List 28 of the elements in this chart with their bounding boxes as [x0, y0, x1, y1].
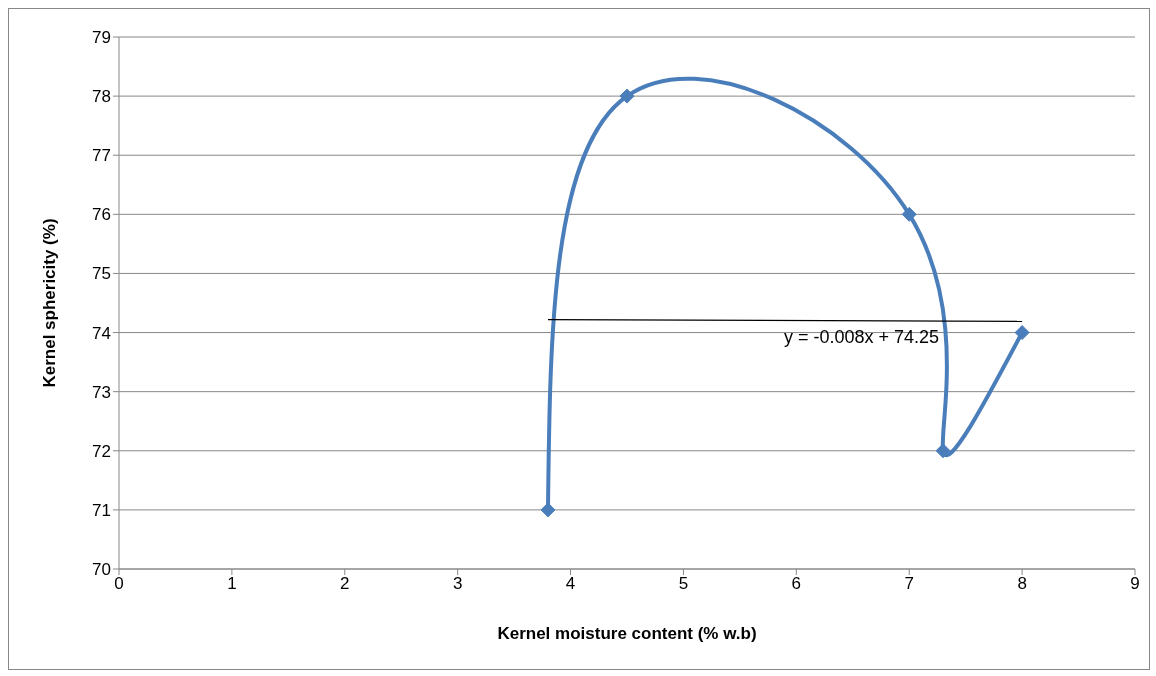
x-tick-label: 7: [904, 574, 914, 594]
x-axis-title: Kernel moisture content (% w.b): [497, 624, 757, 643]
x-tick-label: 8: [1017, 574, 1027, 594]
point: [1014, 325, 1030, 341]
x-tick-label: 6: [791, 574, 802, 594]
point: [935, 443, 951, 459]
y-tick-label: 72: [92, 441, 111, 461]
x-tick-label: 1: [227, 574, 237, 594]
y-tick-label: 75: [92, 264, 111, 284]
point: [619, 88, 635, 104]
y-axis-title: Kernel sphericity (%): [40, 218, 60, 388]
y-tick-label: 74: [92, 323, 111, 343]
annotation: y = -0.008x + 74.25: [784, 327, 940, 348]
y-tick-label: 70: [92, 560, 111, 580]
x-tick-label: 4: [565, 574, 576, 594]
x-tick-label: 3: [452, 574, 463, 594]
point: [540, 502, 556, 518]
x-tick-label: 0: [114, 574, 124, 594]
y-tick-label: 77: [92, 146, 111, 166]
y-tick-label: 76: [92, 205, 111, 225]
y-tick-label: 79: [92, 28, 111, 48]
x-tick-label: 9: [1130, 574, 1140, 594]
y-tick-label: 71: [92, 500, 111, 520]
x-tick-label: 2: [340, 574, 350, 594]
point: [901, 206, 917, 222]
x-tick-label: 5: [678, 574, 689, 594]
y-tick-label: 78: [92, 87, 111, 107]
y-tick-label: 73: [92, 382, 111, 402]
